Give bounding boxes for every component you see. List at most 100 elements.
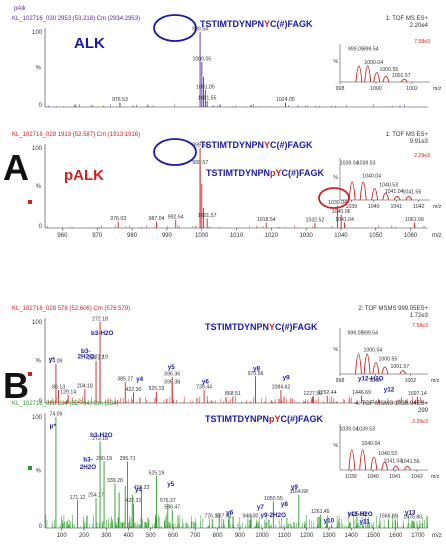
peak-label: 1040.06 (332, 209, 351, 215)
inset-x-tick-label: 1041 (390, 204, 402, 210)
sequence-alk: TSTIMTDYNPNYC(#)FAGK (200, 19, 313, 29)
inset-x-tick-label: 1042 (413, 204, 425, 210)
header-intensity: 299 (418, 408, 429, 414)
inset-x-tick-label: 1041 (389, 474, 401, 480)
inset-x-unit: m/z (431, 378, 440, 384)
inset-x-tick-label: 998 (336, 378, 345, 384)
inset-y-label: % (333, 347, 338, 353)
sequence-part: C(#)FAGK (282, 168, 325, 178)
peak-label: 1446.69 (352, 390, 371, 396)
peak-label: 458.23 (134, 485, 150, 491)
peak-label: 1000.05 (192, 57, 211, 63)
inset-x-tick-label: 998 (336, 86, 345, 92)
peak-label: 999.54 (192, 143, 208, 149)
inset-peak (373, 72, 381, 83)
panel-letter-a: A (3, 147, 29, 188)
x-tick-label: 1700 (411, 533, 425, 539)
fragment-label: b3- (83, 456, 92, 463)
peak-label: 254.17 (88, 493, 104, 499)
fragment-label: y11 (359, 519, 370, 526)
inset-peak (364, 65, 372, 83)
sample-label-alk: ALK (74, 35, 105, 52)
y-tick-label: 0 (39, 103, 43, 109)
peak-label: 525.19 (148, 470, 164, 476)
fragment-label: 2H2O (80, 464, 97, 471)
highlight-ellipse (318, 187, 350, 209)
inset-peak-label: 1041.04 (383, 458, 402, 464)
inset-peak (363, 353, 371, 375)
header-intensity: 9.91e3 (410, 139, 429, 145)
inset-x-tick-label: 1040 (367, 474, 379, 480)
inset-intensity: 7.58e3 (412, 323, 428, 329)
inset-x-unit: m/z (431, 474, 440, 480)
series-marker (28, 200, 32, 204)
inset-peak (348, 449, 356, 471)
x-tick-label: 970 (92, 233, 103, 239)
y-tick-label: 100 (32, 30, 43, 36)
peak-label: 1032.52 (306, 218, 325, 224)
inset-peak-label: 1039.53 (357, 161, 376, 167)
y-tick-label: 100 (32, 320, 43, 326)
inset-peak-label: 1041.56 (401, 459, 420, 465)
sequence-part: C(#)FAGK (270, 19, 313, 29)
peak-label: 976.53 (112, 97, 128, 103)
peak-label: 1425.69 (348, 511, 367, 517)
fragment-label: b3- (81, 348, 90, 355)
peak-label: 1292.44 (318, 390, 337, 396)
fragment-label: b3-H2O (90, 432, 112, 439)
sequence-b-top: TSTIMTDYNPNYC(#)FAGK (205, 322, 318, 332)
inset-x-unit: m/z (433, 204, 442, 210)
inset-x-tick-label: 1039 (345, 204, 357, 210)
x-tick-label: 500 (146, 533, 157, 539)
inset-peak-label: 1041.56 (402, 190, 421, 196)
sequence-part: TSTIMTDYNPN (205, 322, 269, 332)
x-axis-unit: m/z (432, 233, 442, 239)
fragment-label: y4 (136, 376, 144, 383)
sequence-palk-top: TSTIMTDYNPNYC(#)FAGK (200, 140, 313, 150)
peak-label: 422.31 (126, 498, 142, 504)
x-tick-label: 1500 (367, 533, 381, 539)
inset-peak-label: 1041.04 (385, 189, 404, 195)
x-tick-label: 900 (235, 533, 246, 539)
peak-label: 987.04 (149, 216, 165, 222)
inset-y-label: % (333, 443, 338, 449)
header-right: 1: TOF MS ES+ (386, 16, 429, 22)
fragment-label: y8 (253, 366, 261, 373)
inset-y-label: % (333, 59, 338, 65)
peak-label: 272.19 (92, 355, 108, 361)
x-tick-label: 400 (123, 533, 134, 539)
inset-intensity: 2.29e3 (414, 153, 430, 159)
peak-label: 1024.05 (276, 97, 295, 103)
peak-label: 290.19 (96, 456, 112, 462)
peak-label: 1676.80 (403, 515, 422, 521)
inset-peak-label: 1040.04 (361, 441, 380, 447)
inset-x-tick-label: 1039 (345, 474, 357, 480)
fragment-label: y9 (291, 484, 299, 491)
peak-label: 999.54 (192, 27, 208, 33)
sequence-part: TSTIMTDYNPN (206, 168, 270, 178)
inset-peak-label: 1040.04 (362, 173, 381, 179)
inset-peak (381, 461, 389, 471)
header-left: KL_102716_028 578 (52.606) Cm (576:579) (12, 306, 130, 312)
fragment-label: y9 (283, 375, 291, 382)
series-marker (28, 372, 32, 376)
inset-peak (382, 192, 390, 201)
x-tick-label: 1000 (195, 233, 209, 239)
peak-label: 1697.14 (408, 391, 427, 397)
inset-peak-label: 1039.04 (340, 161, 359, 167)
fragment-label: b3-H2O (91, 330, 113, 337)
sequence-part: TSTIMTDYNPN (205, 414, 269, 424)
header-intensity: 2.20e4 (410, 23, 429, 29)
inset-peak-label: 1040.53 (379, 182, 398, 188)
peak-label: 596.38 (164, 380, 180, 386)
y-tick-label: 0 (39, 224, 43, 230)
fragment-label: y10 (324, 517, 335, 524)
inset-peak (372, 362, 380, 375)
peak-label: 948.00 (243, 514, 259, 520)
x-tick-label: 980 (127, 233, 138, 239)
x-tick-label: 700 (190, 533, 201, 539)
inset-x-tick-label: 1042 (411, 474, 423, 480)
x-tick-label: 1300 (322, 533, 336, 539)
fragment-label: 2H2O (78, 353, 95, 360)
peak-label: 1001.55 (198, 96, 217, 102)
